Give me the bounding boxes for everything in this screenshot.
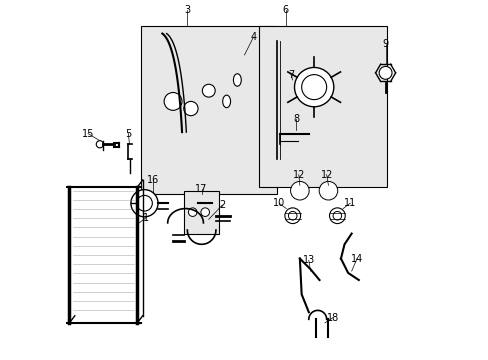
Text: 16: 16 (147, 175, 159, 185)
Circle shape (378, 66, 391, 79)
Circle shape (164, 93, 182, 111)
Text: 5: 5 (125, 129, 131, 139)
Text: 7: 7 (287, 69, 293, 80)
Ellipse shape (222, 95, 230, 108)
Bar (141, 26, 276, 194)
Text: 12: 12 (292, 170, 305, 180)
Text: 15: 15 (81, 129, 94, 139)
Circle shape (202, 84, 215, 97)
Text: 17: 17 (195, 184, 207, 194)
Text: 2: 2 (219, 200, 225, 210)
Circle shape (294, 185, 305, 197)
Ellipse shape (233, 74, 241, 86)
Text: 12: 12 (320, 170, 332, 180)
Circle shape (322, 185, 333, 197)
Circle shape (183, 102, 198, 116)
Bar (258, 26, 386, 187)
Text: 1: 1 (143, 212, 149, 222)
Text: 14: 14 (350, 253, 363, 264)
Circle shape (96, 141, 103, 148)
Circle shape (288, 211, 296, 220)
Text: 6: 6 (282, 5, 288, 15)
Bar (183, 191, 219, 234)
Text: 9: 9 (382, 39, 388, 49)
Text: 10: 10 (272, 198, 285, 208)
Circle shape (332, 211, 341, 220)
Text: 8: 8 (293, 114, 299, 124)
Text: 3: 3 (184, 5, 190, 15)
Circle shape (188, 208, 197, 216)
Circle shape (301, 75, 326, 100)
Text: 4: 4 (250, 32, 256, 42)
Circle shape (136, 195, 152, 211)
Circle shape (285, 208, 300, 224)
Text: 13: 13 (302, 255, 314, 265)
Circle shape (290, 181, 308, 200)
Circle shape (329, 208, 345, 224)
Circle shape (319, 181, 337, 200)
Circle shape (131, 190, 158, 217)
Text: 11: 11 (344, 198, 356, 208)
Circle shape (294, 67, 333, 107)
Text: 18: 18 (326, 312, 339, 323)
Circle shape (201, 208, 209, 216)
Bar (69, 187, 137, 323)
